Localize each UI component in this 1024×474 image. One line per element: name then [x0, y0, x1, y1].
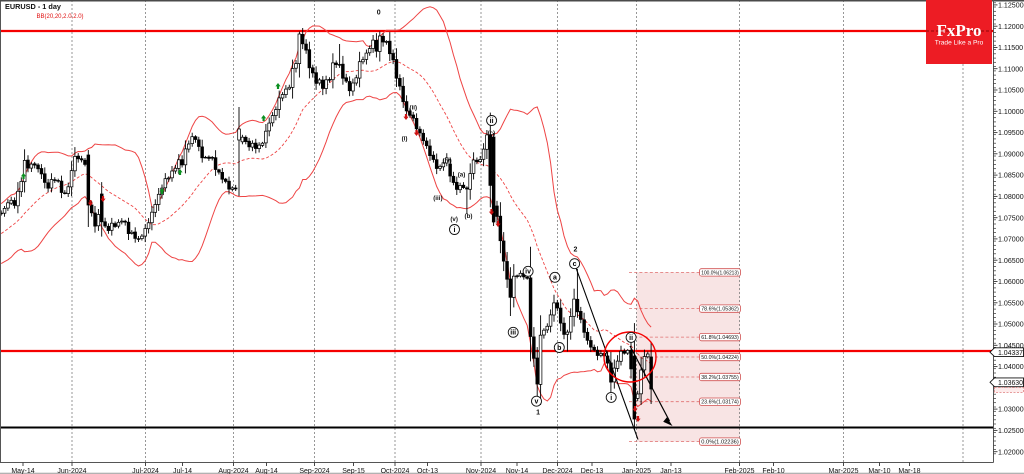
svg-text:FxPro: FxPro	[936, 21, 981, 40]
svg-text:i: i	[454, 227, 456, 234]
svg-text:1.05000: 1.05000	[998, 321, 1024, 329]
svg-text:1.10000: 1.10000	[998, 108, 1024, 116]
svg-text:1.06000: 1.06000	[998, 278, 1024, 286]
svg-text:Oct-2024: Oct-2024	[381, 468, 410, 474]
svg-text:BB(20,20,2.0,2.0): BB(20,20,2.0,2.0)	[37, 14, 84, 20]
svg-text:1.08500: 1.08500	[998, 172, 1024, 180]
svg-text:c: c	[573, 261, 577, 268]
svg-text:1.03630: 1.03630	[998, 379, 1023, 387]
svg-text:ii: ii	[490, 118, 494, 125]
svg-text:50.0%(1.04224): 50.0%(1.04224)	[701, 355, 739, 361]
svg-text:iii: iii	[510, 330, 516, 337]
svg-text:1.05500: 1.05500	[998, 299, 1024, 307]
svg-text:23.6%(1.03174): 23.6%(1.03174)	[701, 400, 739, 406]
svg-text:1.03000: 1.03000	[998, 406, 1024, 414]
svg-text:0: 0	[377, 10, 381, 17]
svg-text:Feb-10: Feb-10	[762, 468, 784, 474]
svg-text:(b): (b)	[465, 213, 473, 220]
svg-text:1.07500: 1.07500	[998, 214, 1024, 222]
svg-text:Oct-13: Oct-13	[417, 468, 438, 474]
svg-text:Mar-2025: Mar-2025	[829, 468, 859, 474]
svg-text:Jun-2024: Jun-2024	[57, 468, 86, 474]
svg-text:Aug-2024: Aug-2024	[218, 468, 248, 474]
svg-text:1.08000: 1.08000	[998, 193, 1024, 201]
svg-text:(c): (c)	[488, 130, 496, 137]
svg-text:Trade Like a Pro: Trade Like a Pro	[935, 40, 984, 47]
svg-text:1.11000: 1.11000	[998, 65, 1023, 73]
svg-text:v: v	[535, 399, 539, 406]
svg-text:1.02000: 1.02000	[998, 448, 1024, 456]
svg-text:1.10500: 1.10500	[998, 87, 1024, 95]
svg-text:Jan-13: Jan-13	[660, 468, 682, 474]
svg-text:i: i	[610, 395, 612, 402]
svg-text:1.09500: 1.09500	[998, 129, 1024, 137]
svg-text:Jul-2024: Jul-2024	[132, 468, 159, 474]
svg-text:1.04337: 1.04337	[998, 349, 1023, 357]
svg-text:1.12000: 1.12000	[998, 23, 1024, 31]
svg-text:iv: iv	[525, 269, 531, 276]
svg-text:1: 1	[536, 410, 540, 417]
svg-text:78.6%(1.05362): 78.6%(1.05362)	[701, 307, 739, 313]
svg-text:Nov-14: Nov-14	[506, 468, 529, 474]
svg-text:1.06500: 1.06500	[998, 257, 1024, 265]
svg-text:(iii): (iii)	[433, 195, 442, 202]
svg-text:Nov-2024: Nov-2024	[466, 468, 496, 474]
svg-text:a: a	[553, 275, 557, 282]
svg-text:Dec-2024: Dec-2024	[542, 468, 572, 474]
svg-text:1.07000: 1.07000	[998, 236, 1024, 244]
svg-text:61.8%(1.04693): 61.8%(1.04693)	[701, 335, 739, 341]
svg-text:Mar-10: Mar-10	[868, 468, 890, 474]
svg-text:1.04500: 1.04500	[998, 342, 1024, 350]
svg-text:Sep-15: Sep-15	[342, 468, 365, 474]
svg-text:May-14: May-14	[11, 468, 34, 474]
svg-text:2: 2	[573, 246, 577, 253]
svg-text:Feb-2025: Feb-2025	[725, 468, 755, 474]
svg-text:Jul-14: Jul-14	[173, 468, 192, 474]
svg-text:Aug-14: Aug-14	[255, 468, 278, 474]
svg-text:(i): (i)	[402, 136, 408, 143]
svg-text:Mar-18: Mar-18	[898, 468, 920, 474]
svg-text:Sep-2024: Sep-2024	[299, 468, 329, 474]
svg-text:1.09000: 1.09000	[998, 150, 1024, 158]
svg-text:100.0%(1.06213): 100.0%(1.06213)	[701, 270, 739, 276]
svg-text:Jan-2025: Jan-2025	[622, 468, 651, 474]
svg-text:EURUSD - 1 day: EURUSD - 1 day	[5, 2, 62, 11]
svg-text:(iv): (iv)	[442, 157, 451, 164]
svg-text:1.04000: 1.04000	[998, 363, 1024, 371]
svg-text:1.12500: 1.12500	[998, 2, 1024, 10]
svg-text:0.0%(1.02236): 0.0%(1.02236)	[701, 440, 739, 446]
svg-text:Dec-13: Dec-13	[581, 468, 604, 474]
svg-text:b: b	[557, 345, 561, 352]
svg-text:1.11500: 1.11500	[998, 44, 1023, 52]
svg-text:(v): (v)	[450, 216, 458, 223]
svg-text:38.2%(1.03755): 38.2%(1.03755)	[701, 375, 739, 381]
svg-text:(ii): (ii)	[410, 105, 418, 112]
svg-text:1.02500: 1.02500	[998, 427, 1024, 435]
svg-text:(a): (a)	[458, 172, 466, 179]
svg-text:ii: ii	[629, 335, 633, 342]
